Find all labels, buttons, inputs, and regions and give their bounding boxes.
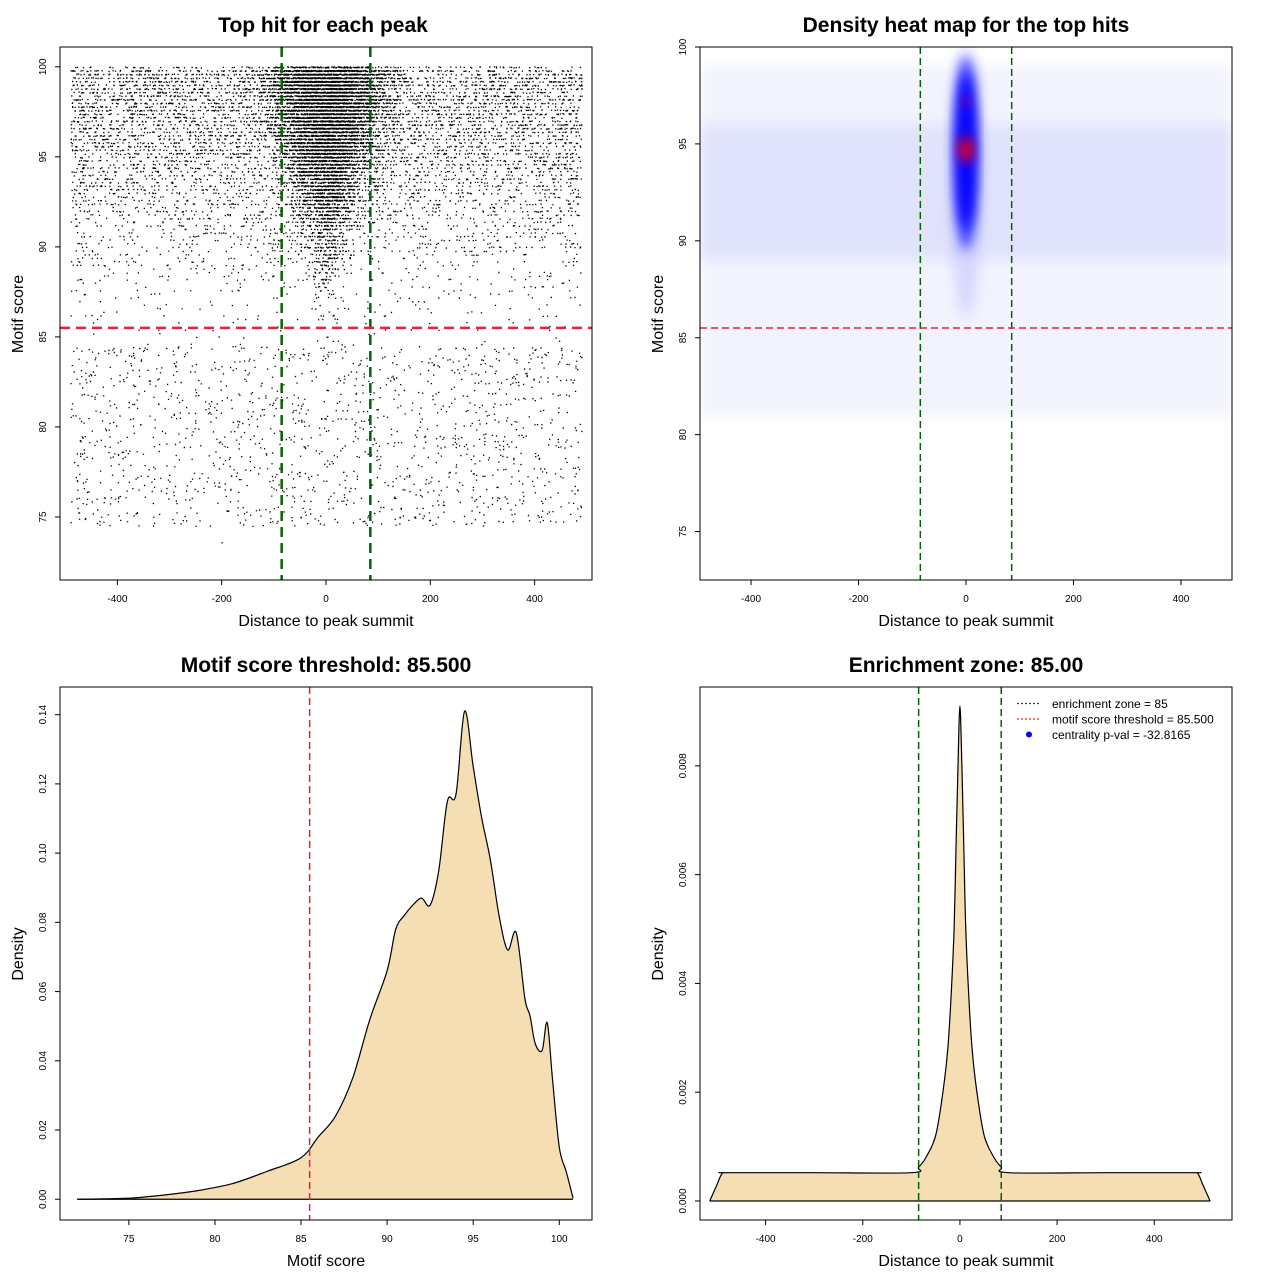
- chart-title: Enrichment zone: 85.00: [849, 654, 1084, 677]
- heatmap-panel: Density heat map for the top hits Distan…: [650, 14, 1233, 630]
- y-tick-label: 0.12: [38, 774, 49, 794]
- x-axis-label: Distance to peak summit: [238, 613, 414, 630]
- y-tick-label: 0.006: [678, 862, 689, 887]
- x-tick-label: -200: [212, 594, 232, 605]
- x-tick-label: -400: [741, 594, 761, 605]
- x-tick-label: -400: [107, 594, 127, 605]
- x-tick-label: 80: [209, 1234, 221, 1245]
- scatter-panel: Top hit for each peak Distance to peak s…: [10, 14, 593, 630]
- density-curve: [709, 705, 1211, 1202]
- x-axis-label: Motif score: [287, 1253, 365, 1270]
- chart-title: Density heat map for the top hits: [803, 14, 1130, 37]
- y-tick-label: 90: [38, 241, 49, 253]
- x-axis-label: Distance to peak summit: [878, 1253, 1054, 1270]
- x-tick-label: 100: [551, 1234, 568, 1245]
- y-tick-label: 90: [678, 235, 689, 247]
- y-axis-label: Motif score: [650, 275, 667, 353]
- y-tick-label: 95: [38, 151, 49, 163]
- x-tick-label: 0: [957, 1234, 963, 1245]
- y-tick-label: 0.02: [38, 1120, 49, 1140]
- x-tick-label: 75: [123, 1234, 135, 1245]
- y-tick-label: 0.08: [38, 912, 49, 932]
- y-tick-label: 85: [678, 332, 689, 344]
- x-tick-label: -400: [756, 1234, 776, 1245]
- y-tick-label: 75: [678, 526, 689, 538]
- x-tick-label: 90: [382, 1234, 394, 1245]
- y-tick-label: 100: [38, 58, 49, 75]
- x-tick-label: 95: [468, 1234, 480, 1245]
- plot-frame: [699, 686, 1233, 1221]
- x-tick-label: 400: [1146, 1234, 1163, 1245]
- heatmap-layer: [700, 47, 1232, 416]
- y-tick-label: 0.04: [38, 1051, 49, 1071]
- heatmap-peak: [959, 136, 973, 163]
- y-tick-label: 80: [678, 429, 689, 441]
- scatter-point: [70, 66, 583, 544]
- x-tick-label: 85: [295, 1234, 307, 1245]
- y-tick-label: 0.008: [678, 753, 689, 778]
- x-tick-label: 400: [1173, 594, 1190, 605]
- legend-label: centrality p-val = -32.8165: [1052, 728, 1191, 742]
- scatter-points: [70, 66, 583, 544]
- y-tick-label: 100: [678, 38, 689, 55]
- density-area: [77, 710, 574, 1200]
- y-tick-label: 80: [38, 421, 49, 433]
- distance-density-panel: Enrichment zone: 85.00 Distance to peak …: [650, 654, 1233, 1270]
- y-tick-label: 0.06: [38, 981, 49, 1001]
- y-axis-label: Density: [10, 927, 27, 980]
- legend: enrichment zone = 85 motif score threshol…: [1017, 697, 1214, 742]
- legend-label: motif score threshold = 85.500: [1052, 713, 1214, 727]
- y-tick-label: 0.14: [38, 705, 49, 725]
- y-tick-label: 95: [678, 138, 689, 150]
- x-axis-label: Distance to peak summit: [878, 613, 1054, 630]
- x-tick-label: 200: [422, 594, 439, 605]
- heatmap-peak-secondary: [962, 95, 970, 108]
- y-tick-label: 0.004: [678, 970, 689, 995]
- y-tick-label: 75: [38, 511, 49, 523]
- y-tick-label: 0.10: [38, 843, 49, 863]
- x-tick-label: 400: [526, 594, 543, 605]
- y-tick-label: 0.00: [38, 1189, 49, 1209]
- legend-marker: [1026, 731, 1032, 738]
- score-density-panel: Motif score threshold: 85.500 Motif scor…: [10, 654, 593, 1270]
- x-tick-label: 0: [963, 594, 969, 605]
- y-axis-label: Density: [650, 927, 667, 980]
- y-tick-label: 0.000: [678, 1188, 689, 1213]
- x-tick-label: 0: [323, 594, 329, 605]
- y-tick-label: 0.002: [678, 1079, 689, 1104]
- x-tick-label: -200: [849, 594, 869, 605]
- density-fill: [77, 710, 574, 1200]
- x-tick-label: 200: [1065, 594, 1082, 605]
- density-fill: [709, 706, 1211, 1201]
- chart-title: Motif score threshold: 85.500: [181, 654, 472, 677]
- plot-frame: [59, 686, 593, 1221]
- x-tick-label: 200: [1049, 1234, 1066, 1245]
- density-area: [709, 705, 1211, 1202]
- legend-label: enrichment zone = 85: [1052, 697, 1168, 711]
- y-tick-label: 85: [38, 331, 49, 343]
- chart-title: Top hit for each peak: [218, 14, 428, 37]
- plot-frame: [59, 46, 593, 581]
- density-curve: [77, 710, 574, 1200]
- x-tick-label: -200: [853, 1234, 873, 1245]
- y-axis-label: Motif score: [10, 275, 27, 353]
